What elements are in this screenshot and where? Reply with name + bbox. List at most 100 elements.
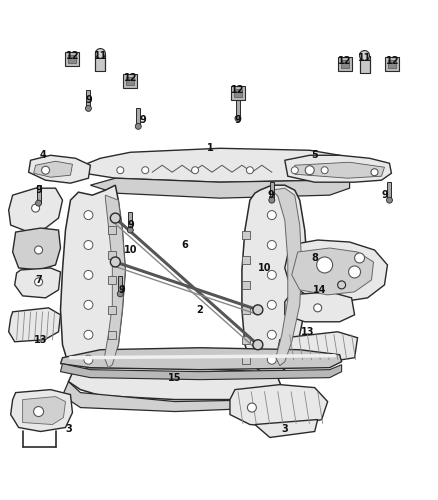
Bar (242, 306, 250, 314)
Polygon shape (255, 420, 318, 438)
Circle shape (32, 204, 39, 212)
Bar (124, 74, 137, 88)
Bar (37, 185, 41, 203)
Polygon shape (272, 188, 302, 366)
Circle shape (317, 257, 332, 273)
Circle shape (267, 240, 276, 250)
Circle shape (267, 210, 276, 220)
Polygon shape (75, 148, 355, 182)
Text: 9: 9 (235, 116, 241, 126)
Polygon shape (34, 161, 72, 177)
Bar (234, 90, 242, 98)
Text: 12: 12 (66, 50, 79, 60)
Bar (66, 52, 79, 66)
Bar (242, 231, 250, 239)
Circle shape (95, 48, 106, 58)
Circle shape (84, 300, 93, 310)
Polygon shape (90, 175, 350, 198)
Polygon shape (285, 292, 355, 322)
Bar (338, 56, 352, 70)
Polygon shape (23, 396, 66, 424)
Bar (128, 212, 132, 230)
Circle shape (84, 240, 93, 250)
Text: 9: 9 (85, 96, 92, 106)
Circle shape (349, 266, 360, 278)
Text: 9: 9 (119, 285, 126, 295)
Circle shape (269, 197, 275, 203)
Circle shape (267, 330, 276, 340)
Bar (108, 276, 117, 284)
Text: 15: 15 (168, 372, 182, 382)
Circle shape (314, 304, 321, 312)
Bar (108, 306, 117, 314)
Bar (118, 276, 122, 294)
Bar (231, 86, 245, 101)
Circle shape (84, 355, 93, 364)
Polygon shape (60, 185, 125, 382)
Text: 13: 13 (301, 327, 314, 337)
Circle shape (117, 291, 124, 297)
Text: 11: 11 (358, 52, 371, 62)
Polygon shape (9, 188, 63, 232)
Polygon shape (63, 382, 282, 412)
Text: 11: 11 (94, 50, 107, 60)
Circle shape (110, 213, 120, 223)
Circle shape (253, 340, 263, 349)
Polygon shape (285, 156, 392, 182)
Polygon shape (230, 384, 328, 428)
Bar (242, 336, 250, 344)
Text: 12: 12 (124, 74, 137, 84)
Polygon shape (60, 364, 342, 380)
Text: 13: 13 (34, 335, 47, 345)
Circle shape (127, 227, 133, 233)
Text: 12: 12 (386, 56, 399, 66)
Bar (108, 331, 117, 339)
Circle shape (84, 210, 93, 220)
Bar (270, 182, 274, 200)
Circle shape (338, 281, 346, 289)
Bar (68, 54, 77, 62)
Text: 9: 9 (128, 220, 134, 230)
Bar (236, 100, 240, 118)
Circle shape (386, 197, 392, 203)
Polygon shape (28, 156, 90, 183)
Bar (388, 182, 392, 200)
Circle shape (253, 305, 263, 315)
Circle shape (84, 330, 93, 340)
Text: 2: 2 (197, 305, 203, 315)
Circle shape (191, 166, 198, 173)
Text: 3: 3 (65, 424, 72, 434)
Text: 3: 3 (282, 424, 288, 434)
Polygon shape (68, 368, 282, 400)
Circle shape (267, 355, 276, 364)
Bar (385, 56, 399, 70)
Circle shape (371, 168, 378, 175)
Polygon shape (278, 332, 357, 362)
Circle shape (135, 124, 141, 130)
Text: 7: 7 (35, 275, 42, 285)
Bar (341, 60, 349, 68)
Circle shape (35, 246, 42, 254)
Text: 4: 4 (39, 150, 46, 160)
Circle shape (321, 166, 328, 173)
Polygon shape (285, 240, 388, 302)
Text: 5: 5 (311, 150, 318, 160)
Polygon shape (60, 348, 342, 370)
Text: 6: 6 (182, 240, 188, 250)
Bar (108, 251, 117, 259)
Bar (126, 78, 134, 86)
Circle shape (42, 166, 49, 174)
Circle shape (142, 166, 149, 173)
Polygon shape (13, 228, 60, 270)
Bar (242, 356, 250, 364)
Text: 1: 1 (207, 144, 213, 154)
Circle shape (305, 166, 314, 174)
Circle shape (360, 50, 370, 60)
Polygon shape (242, 185, 308, 374)
Circle shape (247, 403, 256, 412)
Polygon shape (295, 162, 385, 178)
Polygon shape (11, 390, 72, 432)
Circle shape (267, 300, 276, 310)
Text: 8: 8 (311, 253, 318, 263)
Circle shape (35, 200, 42, 206)
